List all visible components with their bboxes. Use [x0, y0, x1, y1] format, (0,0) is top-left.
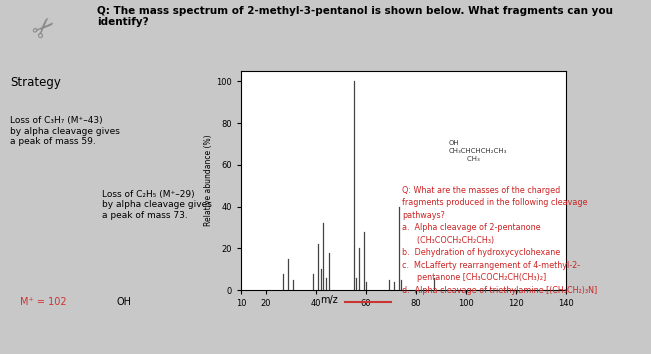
- Text: Q: The mass spectrum of 2-methyl-3-pentanol is shown below. What fragments can y: Q: The mass spectrum of 2-methyl-3-penta…: [97, 6, 613, 27]
- Text: OH: OH: [117, 297, 132, 307]
- Text: Strategy: Strategy: [10, 76, 61, 90]
- Text: Loss of C₃H₇ (M⁺–43)
by alpha cleavage gives
a peak of mass 59.: Loss of C₃H₇ (M⁺–43) by alpha cleavage g…: [10, 116, 120, 146]
- Y-axis label: Relative abundance (%): Relative abundance (%): [204, 135, 214, 226]
- Text: M⁺ = 102: M⁺ = 102: [20, 297, 67, 307]
- Text: Q: What are the masses of the charged
fragments produced in the following cleava: Q: What are the masses of the charged fr…: [402, 186, 598, 295]
- Text: Loss of C₂H₅ (M⁺–29)
by alpha cleavage gives
a peak of mass 73.: Loss of C₂H₅ (M⁺–29) by alpha cleavage g…: [102, 190, 212, 219]
- Text: m/z: m/z: [320, 295, 338, 305]
- Text: OH
CH₃CHCHCH₂CH₃
        CH₃: OH CH₃CHCHCH₂CH₃ CH₃: [449, 140, 507, 162]
- Text: ✂: ✂: [27, 10, 64, 46]
